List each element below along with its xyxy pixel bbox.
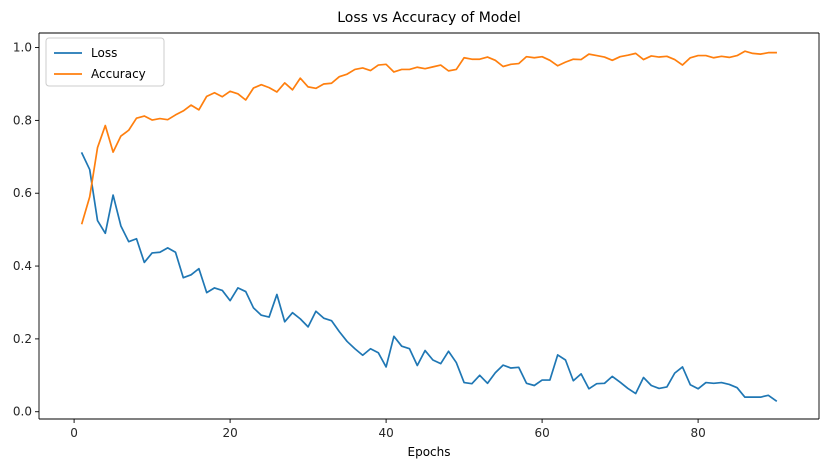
axes-layer (38, 32, 820, 420)
x-tick-label: 60 (534, 426, 549, 440)
y-tick-label: 0.8 (13, 113, 32, 127)
y-tick-label: 0.6 (13, 186, 32, 200)
y-tick-label: 1.0 (13, 41, 32, 55)
legend-label-accuracy: Accuracy (91, 67, 146, 81)
series-layer (80, 50, 778, 402)
chart-title: Loss vs Accuracy of Model (337, 10, 521, 26)
x-tick-label: 0 (70, 426, 78, 440)
x-tick-label: 40 (378, 426, 393, 440)
series-line-loss (80, 152, 778, 402)
legend-label-loss: Loss (91, 46, 117, 60)
y-tick-label: 0.4 (13, 259, 32, 273)
series-line-accuracy (80, 50, 777, 225)
plot-area (39, 33, 819, 419)
legend: Loss Accuracy (45, 37, 165, 87)
y-tick-label: 0.2 (13, 332, 32, 346)
x-axis-ticks: 0 20 40 60 80 (70, 419, 706, 440)
x-axis-label: Epochs (408, 445, 451, 459)
y-axis-ticks: 0.0 0.2 0.4 0.6 0.8 1.0 (13, 41, 39, 419)
x-tick-label: 20 (222, 426, 237, 440)
y-tick-label: 0.0 (13, 405, 32, 419)
x-tick-label: 80 (690, 426, 705, 440)
